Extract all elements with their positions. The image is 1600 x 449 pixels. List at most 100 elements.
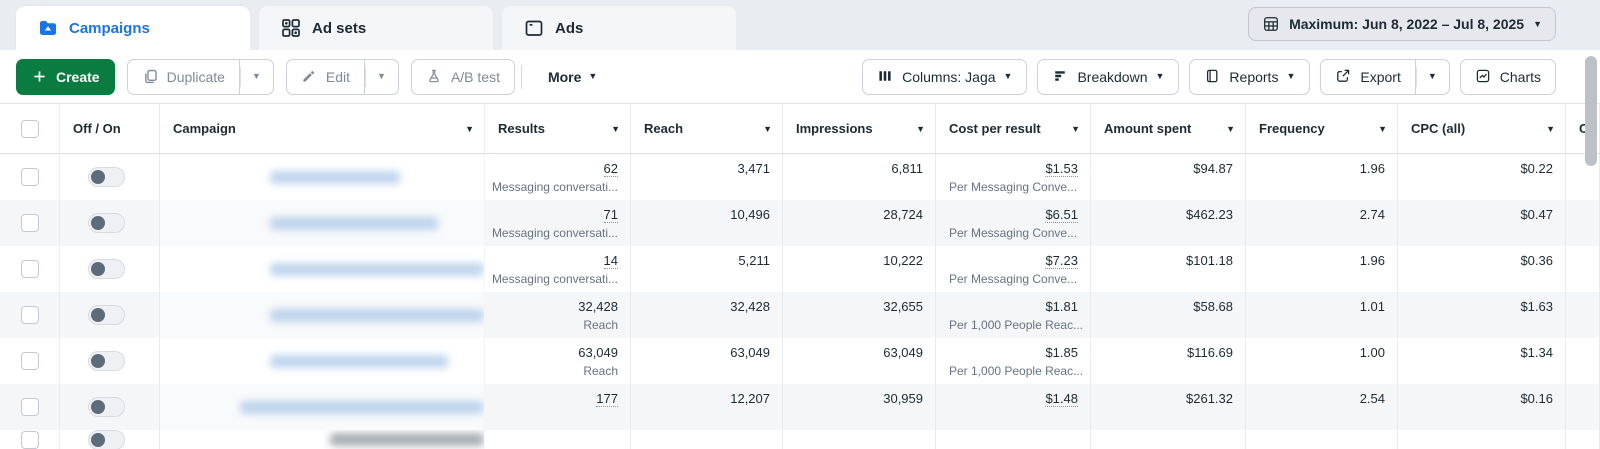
actions-toolbar: Create Duplicate ▼ Edit ▼ — [0, 50, 1600, 104]
campaign-off-on-toggle[interactable] — [88, 305, 125, 325]
select-all-checkbox[interactable] — [20, 119, 39, 138]
edit-dropdown-button[interactable]: ▼ — [365, 58, 399, 95]
columns-button[interactable]: Columns: Jaga ▼ — [862, 58, 1028, 95]
amount-spent-value: $101.18 — [1186, 253, 1233, 268]
chevron-down-icon: ▼ — [1003, 71, 1013, 81]
column-header-results[interactable]: Results ▼ — [485, 104, 631, 153]
reports-button[interactable]: Reports ▼ — [1189, 58, 1311, 95]
impressions-cell: 32,655 — [783, 292, 936, 338]
campaign-off-on-toggle[interactable] — [88, 259, 125, 279]
amount-spent-value: $116.69 — [1186, 345, 1233, 360]
campaign-off-on-toggle[interactable] — [88, 397, 125, 417]
column-header-impressions[interactable]: Impressions ▼ — [783, 104, 936, 153]
column-header-campaign[interactable]: Campaign ▼ — [160, 104, 485, 153]
amount-spent-cell: $462.23 — [1091, 200, 1246, 246]
frequency-cell: 2.54 — [1246, 384, 1398, 430]
results-value[interactable]: 62 — [603, 161, 618, 177]
cost-per-result-value[interactable]: $6.51 — [1045, 207, 1078, 223]
table-row: 63,049 Reach 63,049 63,049 $1.85 Per 1,000 Pe… — [0, 338, 1600, 384]
duplicate-dropdown-button[interactable]: ▼ — [239, 58, 274, 95]
toggle-knob — [91, 216, 105, 230]
campaign-name-blurred[interactable] — [240, 400, 484, 414]
frequency-value: 1.96 — [1359, 161, 1385, 176]
vertical-scrollbar[interactable] — [1585, 56, 1597, 166]
chevron-down-icon: ▼ — [588, 71, 598, 81]
campaign-name-blurred[interactable] — [270, 262, 484, 276]
impressions-value: 30,959 — [883, 391, 923, 406]
row-checkbox[interactable] — [20, 430, 39, 449]
amount-spent-cell: $58.68 — [1091, 292, 1246, 338]
results-value[interactable]: 14 — [603, 253, 618, 269]
reach-value: 12,207 — [730, 391, 770, 406]
column-header-label: Frequency — [1259, 121, 1325, 136]
cost-per-result-value[interactable]: $1.48 — [1045, 391, 1078, 407]
sort-caret-icon: ▼ — [465, 123, 474, 134]
row-checkbox[interactable] — [20, 398, 39, 416]
row-checkbox[interactable] — [20, 168, 39, 186]
campaign-off-on-toggle[interactable] — [88, 167, 125, 187]
tab-ads[interactable]: Ads — [502, 6, 736, 50]
results-cell: 14 Messaging conversati... — [485, 246, 631, 292]
campaign-name-blurred[interactable] — [270, 354, 448, 368]
cost-per-result-cell: $7.23 Per Messaging Conve... — [936, 246, 1091, 292]
tab-ads-label: Ads — [555, 19, 584, 37]
ab-test-button[interactable]: A/B test — [410, 58, 515, 95]
campaign-off-on-toggle[interactable] — [88, 351, 125, 371]
results-value[interactable]: 177 — [596, 391, 618, 407]
campaign-name-blurred[interactable] — [270, 170, 400, 184]
column-header-reach[interactable]: Reach ▼ — [631, 104, 783, 153]
cpc-cell: $0.16 — [1398, 384, 1566, 430]
table-body: 62 Messaging conversati... 3,471 6,811 $1.53… — [0, 154, 1600, 449]
reach-cell: 63,049 — [631, 338, 783, 384]
cost-per-result-value[interactable]: $1.53 — [1045, 161, 1078, 177]
column-header-amount-spent[interactable]: Amount spent ▼ — [1091, 104, 1246, 153]
duplicate-button[interactable]: Duplicate — [126, 58, 240, 95]
campaign-name-blurred[interactable] — [270, 216, 438, 230]
campaign-off-on-toggle[interactable] — [88, 430, 125, 449]
date-range-button[interactable]: Maximum: Jun 8, 2022 – Jul 8, 2025 ▼ — [1248, 7, 1556, 41]
calendar-icon — [1262, 15, 1280, 33]
cost-per-result-value[interactable]: $7.23 — [1045, 253, 1078, 269]
edit-button[interactable]: Edit — [285, 58, 366, 95]
row-checkbox[interactable] — [20, 306, 39, 324]
campaign-off-on-toggle[interactable] — [88, 213, 125, 233]
export-dropdown-button[interactable]: ▼ — [1415, 58, 1450, 95]
more-button[interactable]: More ▼ — [533, 58, 612, 95]
tab-campaigns[interactable]: Campaigns — [16, 6, 250, 50]
row-checkbox[interactable] — [20, 260, 39, 278]
results-sublabel: Reach — [583, 364, 618, 378]
column-header-frequency[interactable]: Frequency ▼ — [1246, 104, 1398, 153]
cost-per-result-sublabel: Per 1,000 People Reac... — [949, 364, 1084, 378]
plus-icon — [31, 68, 48, 85]
cpc-value: $0.47 — [1520, 207, 1553, 222]
results-sublabel: Messaging conversati... — [491, 180, 618, 194]
column-header-cpc-all[interactable]: CPC (all) ▼ — [1398, 104, 1566, 153]
tab-ad-sets[interactable]: Ad sets — [259, 6, 493, 50]
campaign-name-blurred[interactable] — [330, 433, 484, 446]
row-checkbox[interactable] — [20, 352, 39, 370]
column-header-label: Off / On — [73, 121, 121, 136]
column-header-label: Amount spent — [1104, 121, 1192, 136]
results-value[interactable]: 71 — [603, 207, 618, 223]
campaign-toggle-cell — [60, 246, 160, 292]
campaign-name-blurred[interactable] — [270, 308, 484, 322]
sort-caret-icon: ▼ — [1546, 123, 1555, 134]
results-cell: 177 — [485, 384, 631, 430]
overflow-cell — [783, 430, 936, 449]
tab-campaigns-label: Campaigns — [69, 19, 150, 37]
chevron-down-icon: ▼ — [377, 71, 386, 81]
overflow-cell — [1566, 292, 1600, 338]
breakdown-button[interactable]: Breakdown ▼ — [1037, 58, 1180, 95]
overflow-cell — [936, 430, 1091, 449]
results-cell: 63,049 Reach — [485, 338, 631, 384]
campaign-toggle-cell — [60, 292, 160, 338]
charts-button[interactable]: Charts — [1459, 58, 1556, 95]
campaign-name-cell — [160, 246, 485, 292]
breakdown-icon — [1052, 68, 1069, 85]
column-header-cost-per-result[interactable]: Cost per result ▼ — [936, 104, 1091, 153]
export-button[interactable]: Export — [1320, 58, 1416, 95]
create-button[interactable]: Create — [16, 58, 115, 95]
column-header-label: Reach — [644, 121, 684, 136]
campaign-name-cell — [160, 338, 485, 384]
row-checkbox[interactable] — [20, 214, 39, 232]
